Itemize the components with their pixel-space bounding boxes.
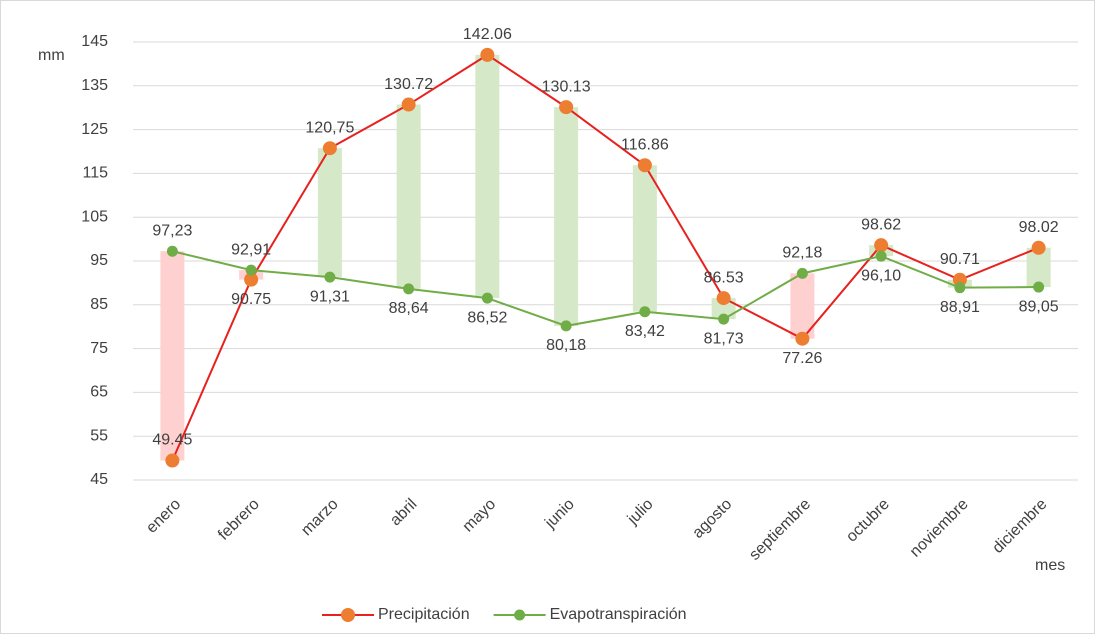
x-axis-label: mes [1035, 557, 1065, 574]
data-label: 98.02 [1019, 219, 1059, 236]
series-line [172, 250, 1039, 327]
series-marker [322, 141, 337, 156]
up-down-bar [632, 165, 657, 312]
series-marker [481, 292, 493, 304]
series-marker [796, 267, 808, 279]
data-label: 89,05 [1019, 298, 1059, 315]
data-label: 142.06 [463, 26, 512, 43]
series-marker [166, 245, 178, 257]
series-marker [560, 320, 572, 332]
series-marker [639, 306, 651, 318]
data-label: 80,18 [546, 337, 586, 354]
up-down-bar [160, 251, 185, 461]
y-tick-label: 105 [81, 208, 108, 225]
series-line [171, 53, 1040, 461]
y-tick-label: 55 [90, 427, 108, 444]
data-label: 116.86 [621, 136, 669, 153]
y-tick-label: 145 [81, 33, 108, 50]
series-marker [952, 272, 967, 287]
legend-marker [341, 608, 355, 622]
data-label: 86,52 [467, 309, 507, 326]
data-label: 88,64 [389, 300, 429, 317]
data-label: 49.45 [152, 432, 192, 449]
data-label: 130.72 [384, 76, 433, 93]
series-marker [324, 271, 336, 283]
data-label: 90.71 [940, 251, 980, 268]
series-marker [1031, 240, 1046, 255]
legend-label: Evapotranspiración [550, 606, 687, 623]
series-marker [245, 264, 257, 276]
series-marker [559, 100, 574, 115]
series-marker [718, 313, 730, 325]
series-marker [874, 238, 889, 253]
up-down-bar [554, 107, 579, 326]
up-down-bar [396, 104, 421, 289]
data-label: 96,10 [861, 267, 901, 284]
series-marker [954, 282, 966, 294]
legend-label: Precipitación [378, 606, 470, 623]
data-label: 88,91 [940, 299, 980, 316]
series-marker [795, 331, 810, 346]
data-label: 83,42 [625, 323, 665, 340]
data-label: 98.62 [861, 216, 901, 233]
up-down-bar [317, 148, 342, 278]
up-down-bar [711, 298, 736, 320]
data-label: 120,75 [305, 119, 354, 136]
series-marker [637, 158, 652, 173]
up-down-bar [475, 54, 500, 299]
y-tick-label: 75 [90, 340, 108, 357]
y-tick-label: 125 [81, 121, 108, 138]
data-label: 77.26 [782, 350, 822, 367]
series-marker [244, 272, 259, 287]
series-marker [875, 250, 887, 262]
series-marker [716, 291, 731, 306]
y-tick-label: 45 [90, 471, 108, 488]
y-tick-label: 85 [90, 296, 108, 313]
data-label: 86.53 [704, 269, 744, 286]
series-marker [401, 97, 416, 112]
y-axis-label: mm [38, 47, 65, 64]
series-marker [165, 453, 180, 468]
series-marker [480, 47, 495, 62]
data-label: 130.13 [542, 78, 591, 95]
data-label: 91,31 [310, 288, 350, 305]
data-label: 97,23 [152, 222, 192, 239]
y-tick-label: 65 [90, 384, 108, 401]
y-tick-label: 135 [81, 77, 108, 94]
data-label: 92,91 [231, 241, 271, 258]
legend-marker [514, 609, 526, 621]
series-marker [403, 283, 415, 295]
y-tick-label: 115 [82, 165, 108, 182]
series-marker [1033, 281, 1045, 293]
data-label: 81,73 [704, 330, 744, 347]
data-label: 90.75 [231, 291, 271, 308]
data-label: 92,18 [782, 245, 822, 262]
y-tick-label: 95 [90, 252, 108, 269]
